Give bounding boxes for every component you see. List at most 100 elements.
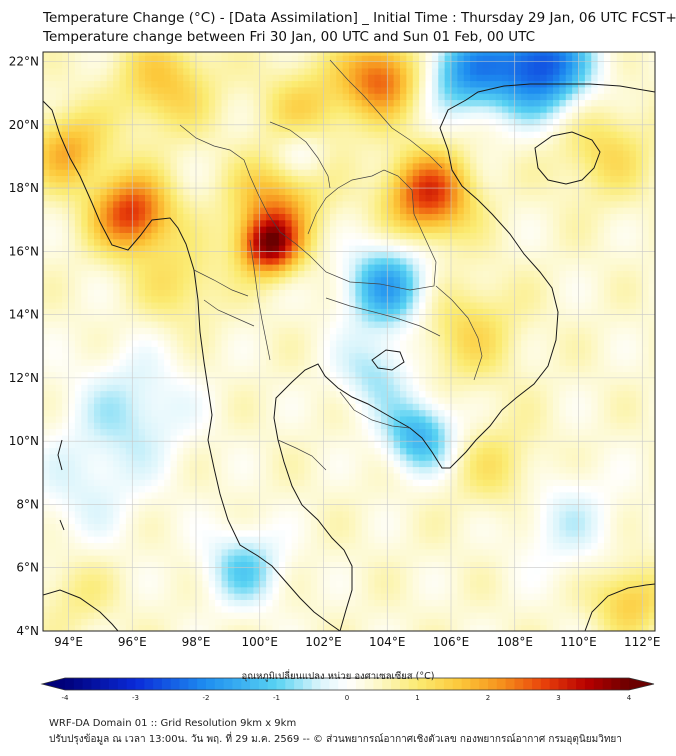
field-cell [412,586,420,594]
field-cell [578,555,586,562]
field-cell [533,479,541,487]
field-cell [463,612,471,619]
field-cell [425,504,433,512]
field-cell [81,352,89,360]
field-cell [470,536,478,544]
field-cell [572,434,580,442]
field-cell [533,491,541,499]
field-cell [138,599,146,607]
field-cell [119,320,127,328]
field-cell [355,612,363,619]
field-cell [138,517,146,525]
field-cell [521,365,529,373]
field-cell [202,453,210,461]
field-cell [336,504,344,512]
field-cell [215,447,223,455]
field-cell [425,320,433,328]
field-cell [489,466,497,474]
field-cell [138,548,146,556]
field-cell [387,377,395,385]
field-cell [202,346,210,354]
field-cell [62,403,70,411]
field-cell [278,384,286,392]
field-cell [266,517,274,525]
field-cell [74,384,82,392]
field-cell [323,555,331,562]
field-cell [62,510,70,518]
field-cell [323,523,331,531]
field-cell [406,618,414,626]
field-cell [374,308,382,316]
field-cell [559,498,567,506]
field-cell [125,371,133,379]
field-cell [476,593,484,600]
field-cell [368,466,376,474]
field-cell [291,339,299,347]
field-cell [553,504,560,512]
field-cell [272,624,280,631]
field-cell [266,333,274,341]
field-cell [425,624,433,631]
field-cell [565,377,573,385]
field-cell [616,301,624,309]
field-cell [514,599,522,607]
field-cell [132,504,140,512]
field-cell [202,460,210,468]
field-cell [457,612,465,619]
field-cell [393,327,401,335]
field-cell [508,390,516,398]
field-cell [400,593,407,600]
field-cell [132,612,140,619]
field-cell [113,542,121,550]
field-cell [648,523,655,531]
field-cell [387,314,395,322]
field-cell [234,371,242,379]
field-cell [597,624,605,631]
field-cell [253,485,261,493]
field-cell [323,339,331,347]
field-cell [94,403,101,411]
field-cell [202,593,210,600]
field-cell [527,510,535,518]
field-cell [227,301,235,309]
field-cell [151,396,159,404]
field-cell [368,561,376,569]
field-cell [431,612,439,619]
field-cell [597,434,605,442]
field-cell [196,441,203,449]
field-cell [215,599,223,607]
field-cell [514,346,522,354]
field-cell [253,593,261,600]
field-cell [215,586,223,594]
field-cell [406,485,414,493]
field-cell [227,548,235,556]
field-cell [457,384,465,392]
field-cell [106,561,114,569]
field-cell [635,434,643,442]
field-cell [170,472,178,480]
field-cell [62,542,70,550]
field-cell [164,377,172,385]
field-cell [451,403,458,411]
field-cell [119,301,127,309]
field-cell [68,599,76,607]
field-cell [329,327,337,335]
field-cell [202,523,210,531]
field-cell [419,466,427,474]
field-cell [151,428,159,436]
field-cell [380,371,388,379]
field-cell [495,612,503,619]
field-cell [623,365,631,373]
field-cell [355,479,363,487]
field-cell [482,466,490,474]
field-cell [119,510,127,518]
field-cell [470,548,478,556]
field-cell [540,453,548,461]
field-cell [597,472,605,480]
field-cell [444,409,452,417]
field-cell [387,409,395,417]
field-cell [234,510,242,518]
field-cell [521,339,529,347]
field-cell [310,561,318,569]
field-cell [349,536,356,544]
